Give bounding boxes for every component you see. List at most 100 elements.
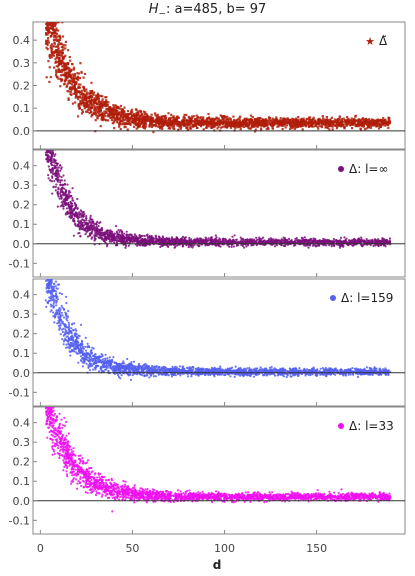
- data-point: [77, 72, 80, 75]
- data-point: [57, 38, 60, 41]
- data-point: [335, 122, 338, 125]
- data-point: [53, 36, 56, 39]
- data-point: [291, 124, 294, 127]
- data-point: [54, 172, 57, 175]
- data-point: [46, 43, 49, 46]
- data-point: [126, 113, 130, 116]
- data-point: [53, 42, 56, 45]
- data-point: [72, 213, 76, 216]
- data-point: [331, 125, 334, 128]
- data-point: [372, 244, 375, 248]
- data-point: [82, 101, 85, 104]
- data-point: [196, 237, 199, 240]
- data-point: [264, 118, 267, 121]
- data-point: [216, 123, 219, 126]
- data-point: [246, 119, 249, 122]
- data-point: [268, 117, 271, 120]
- data-point: [194, 238, 197, 241]
- data-point: [112, 104, 115, 107]
- data-point: [350, 121, 353, 124]
- data-point: [51, 22, 54, 25]
- data-point: [91, 228, 94, 231]
- data-point: [124, 246, 127, 249]
- data-point: [299, 239, 302, 242]
- data-point: [54, 57, 57, 61]
- data-point: [82, 210, 85, 214]
- data-point: [77, 115, 80, 118]
- data-point: [207, 123, 210, 126]
- data-point: [150, 241, 153, 244]
- data-point: [252, 125, 255, 128]
- data-point: [46, 160, 49, 163]
- data-point: [98, 233, 101, 236]
- data-point: [283, 123, 286, 126]
- y-tick-label: 0.1: [13, 102, 31, 115]
- data-point: [281, 127, 284, 131]
- data-point: [91, 105, 94, 109]
- data-point: [91, 90, 94, 93]
- data-point: [52, 172, 55, 175]
- data-point: [249, 114, 253, 117]
- data-point: [236, 121, 239, 124]
- data-point: [70, 86, 73, 89]
- data-point: [200, 118, 203, 121]
- data-point: [55, 175, 58, 178]
- data-point: [45, 18, 47, 20]
- data-point: [95, 234, 98, 237]
- data-point: [317, 127, 320, 130]
- data-point: [50, 18, 52, 20]
- data-point: [273, 118, 276, 121]
- data-point: [255, 239, 258, 243]
- data-point: [325, 244, 328, 247]
- data-point: [204, 120, 208, 123]
- data-point: [193, 118, 197, 121]
- data-point: [266, 124, 269, 127]
- data-point: [53, 154, 56, 157]
- data-point: [239, 124, 242, 128]
- data-point: [87, 97, 90, 100]
- data-point: [135, 239, 138, 242]
- data-point: [382, 244, 385, 247]
- data-point: [167, 239, 170, 242]
- data-point: [110, 116, 113, 119]
- data-point: [175, 236, 179, 240]
- data-point: [47, 28, 51, 31]
- data-point: [92, 99, 95, 102]
- data-point: [101, 228, 104, 231]
- data-point: [322, 237, 325, 240]
- data-point: [47, 150, 50, 153]
- data-point: [260, 129, 263, 132]
- data-point: [84, 96, 87, 99]
- data-point: [202, 128, 205, 131]
- data-point: [83, 107, 86, 110]
- data-point: [56, 193, 60, 196]
- data-point: [281, 120, 284, 123]
- data-point: [96, 226, 99, 230]
- data-point: [227, 123, 230, 127]
- data-point: [47, 22, 50, 23]
- data-point: [160, 126, 164, 129]
- data-point: [211, 119, 214, 122]
- data-point: [102, 100, 105, 104]
- data-point: [339, 236, 343, 239]
- data-point: [52, 167, 55, 170]
- data-point: [103, 104, 106, 107]
- data-point: [283, 240, 286, 243]
- data-point: [81, 110, 84, 113]
- data-point: [157, 115, 160, 118]
- data-point: [259, 237, 262, 241]
- data-point: [45, 46, 48, 49]
- data-point: [63, 73, 66, 76]
- data-point: [350, 117, 353, 120]
- data-point: [210, 125, 213, 128]
- data-point: [137, 240, 140, 243]
- data-point: [77, 220, 81, 223]
- data-point: [312, 116, 315, 119]
- data-point: [149, 236, 152, 239]
- data-point: [97, 112, 100, 115]
- data-point: [250, 244, 253, 247]
- data-point: [117, 237, 120, 240]
- data-point: [84, 105, 87, 108]
- y-tick-label: 0.0: [13, 125, 31, 138]
- data-point: [44, 42, 48, 45]
